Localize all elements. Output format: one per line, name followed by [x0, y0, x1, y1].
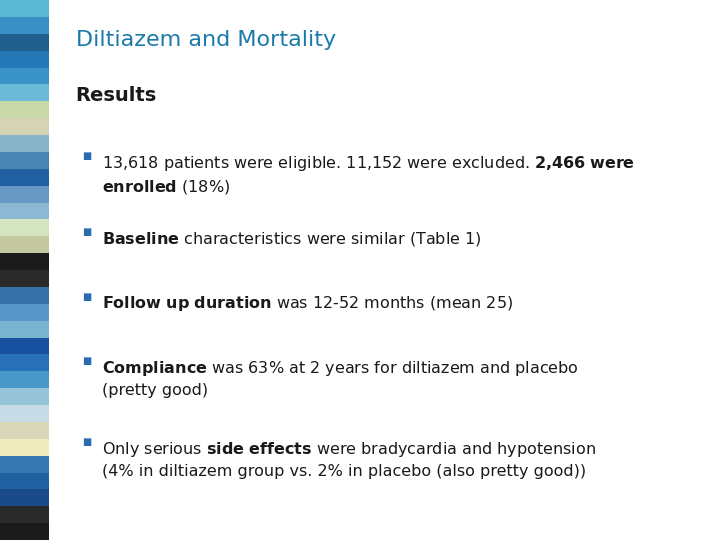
- FancyBboxPatch shape: [0, 253, 50, 270]
- FancyBboxPatch shape: [0, 388, 50, 405]
- FancyBboxPatch shape: [0, 68, 50, 84]
- Text: ■: ■: [82, 437, 91, 448]
- FancyBboxPatch shape: [0, 338, 50, 354]
- FancyBboxPatch shape: [0, 237, 50, 253]
- Text: Diltiazem and Mortality: Diltiazem and Mortality: [76, 30, 336, 50]
- FancyBboxPatch shape: [0, 303, 50, 321]
- FancyBboxPatch shape: [0, 152, 50, 168]
- FancyBboxPatch shape: [0, 102, 50, 118]
- FancyBboxPatch shape: [0, 84, 50, 102]
- FancyBboxPatch shape: [0, 422, 50, 438]
- FancyBboxPatch shape: [0, 51, 50, 68]
- FancyBboxPatch shape: [0, 0, 50, 17]
- FancyBboxPatch shape: [0, 354, 50, 372]
- FancyBboxPatch shape: [0, 135, 50, 152]
- Text: ■: ■: [82, 292, 91, 302]
- FancyBboxPatch shape: [0, 17, 50, 33]
- Text: $\mathbf{Compliance}$ was 63% at 2 years for diltiazem and placebo
(pretty good): $\mathbf{Compliance}$ was 63% at 2 years…: [102, 359, 579, 398]
- FancyBboxPatch shape: [0, 372, 50, 388]
- FancyBboxPatch shape: [0, 507, 50, 523]
- Text: $\mathbf{Follow\ up\ duration}$ was 12-52 months (mean 25): $\mathbf{Follow\ up\ duration}$ was 12-5…: [102, 294, 513, 313]
- FancyBboxPatch shape: [0, 118, 50, 135]
- FancyBboxPatch shape: [0, 287, 50, 303]
- FancyBboxPatch shape: [0, 270, 50, 287]
- FancyBboxPatch shape: [0, 33, 50, 51]
- Text: 13,618 patients were eligible. 11,152 were excluded. $\mathbf{2{,}466\ were}$
$\: 13,618 patients were eligible. 11,152 we…: [102, 154, 635, 197]
- Text: Results: Results: [76, 86, 157, 105]
- FancyBboxPatch shape: [0, 168, 50, 186]
- FancyBboxPatch shape: [0, 186, 50, 202]
- FancyBboxPatch shape: [0, 438, 50, 456]
- FancyBboxPatch shape: [0, 523, 50, 540]
- FancyBboxPatch shape: [0, 219, 50, 237]
- Text: ■: ■: [82, 356, 91, 367]
- Text: $\mathbf{Baseline}$ characteristics were similar (Table 1): $\mathbf{Baseline}$ characteristics were…: [102, 230, 482, 247]
- Text: Only serious $\mathbf{side\ effects}$ were bradycardia and hypotension
(4% in di: Only serious $\mathbf{side\ effects}$ we…: [102, 440, 596, 479]
- FancyBboxPatch shape: [0, 321, 50, 338]
- FancyBboxPatch shape: [0, 456, 50, 472]
- FancyBboxPatch shape: [0, 202, 50, 219]
- FancyBboxPatch shape: [0, 489, 50, 507]
- Text: ■: ■: [82, 227, 91, 237]
- Text: ■: ■: [82, 151, 91, 161]
- FancyBboxPatch shape: [0, 405, 50, 422]
- FancyBboxPatch shape: [0, 472, 50, 489]
